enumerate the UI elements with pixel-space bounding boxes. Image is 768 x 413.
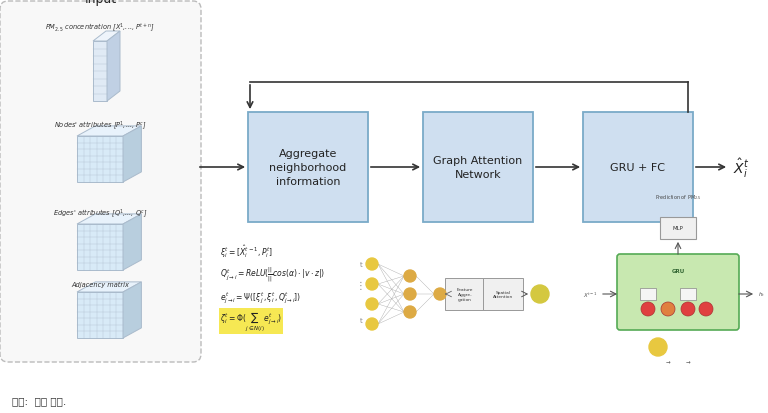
Text: GRU: GRU [671, 269, 684, 274]
Circle shape [681, 302, 695, 316]
Polygon shape [123, 126, 141, 183]
Polygon shape [77, 224, 123, 271]
Polygon shape [77, 292, 123, 338]
Text: Edges' attributes [Q$^1$,..., Q$^c$]: Edges' attributes [Q$^1$,..., Q$^c$] [53, 206, 147, 219]
Circle shape [404, 306, 416, 318]
Text: Feature
Aggre-
gation: Feature Aggre- gation [457, 288, 473, 301]
Polygon shape [123, 214, 141, 271]
Polygon shape [93, 42, 107, 102]
Text: MLP: MLP [673, 226, 684, 231]
Text: 자료:  저자 작성.: 자료: 저자 작성. [12, 395, 66, 405]
Text: Spatial
Attention: Spatial Attention [493, 290, 513, 299]
Text: $\hat{X}_i^t$: $\hat{X}_i^t$ [733, 156, 750, 179]
Text: ⋮: ⋮ [355, 280, 365, 290]
Text: $Q_{j\to i}^t = ReLU(\frac{||}{||}cos(\alpha)\cdot|v\cdot z|)$: $Q_{j\to i}^t = ReLU(\frac{||}{||}cos(\a… [220, 265, 325, 284]
Circle shape [641, 302, 655, 316]
Circle shape [404, 288, 416, 300]
Text: $e_{j\to i}^t = \Psi([\xi_j^t, \xi_i^t, Q_{j\to i}^t])$: $e_{j\to i}^t = \Psi([\xi_j^t, \xi_i^t, … [220, 290, 301, 305]
Text: Prediction of PM$_{2.5}$: Prediction of PM$_{2.5}$ [655, 192, 701, 202]
Circle shape [404, 271, 416, 282]
FancyBboxPatch shape [248, 113, 368, 223]
Text: t: t [360, 261, 362, 267]
Circle shape [649, 338, 667, 356]
Text: →: → [666, 358, 670, 363]
Circle shape [434, 288, 446, 300]
Polygon shape [123, 282, 141, 338]
FancyBboxPatch shape [660, 218, 696, 240]
Text: $\xi_i^t = [\hat{X}_i^{t-1}, P_i^t]$: $\xi_i^t = [\hat{X}_i^{t-1}, P_i^t]$ [220, 243, 273, 260]
FancyBboxPatch shape [617, 254, 739, 330]
Text: $X^{t-1}$: $X^{t-1}$ [583, 290, 598, 299]
FancyBboxPatch shape [583, 113, 693, 223]
Polygon shape [93, 32, 120, 42]
Polygon shape [107, 32, 120, 102]
Polygon shape [77, 126, 141, 137]
Text: Input: Input [84, 0, 117, 6]
Text: Graph Attention
Network: Graph Attention Network [433, 156, 523, 180]
Text: Adjacency matrix: Adjacency matrix [71, 281, 129, 287]
Circle shape [699, 302, 713, 316]
Circle shape [366, 259, 378, 271]
Text: PM$_{2.5}$ concentration [X$^1$,..., P$^{t+n}$]: PM$_{2.5}$ concentration [X$^1$,..., P$^… [45, 21, 154, 34]
Polygon shape [77, 214, 141, 224]
Text: →: → [686, 358, 690, 363]
FancyBboxPatch shape [0, 2, 201, 362]
FancyBboxPatch shape [423, 113, 533, 223]
Text: Nodes' attributes [P$^1$,..., P$^c$]: Nodes' attributes [P$^1$,..., P$^c$] [54, 119, 147, 132]
Circle shape [531, 285, 549, 303]
Text: GRU + FC: GRU + FC [611, 163, 666, 173]
Text: $h_t$: $h_t$ [758, 290, 765, 299]
Circle shape [366, 298, 378, 310]
Text: $\zeta_i^t = \Phi(\sum_{j\in N(i)} e_{j\to i}^t)$: $\zeta_i^t = \Phi(\sum_{j\in N(i)} e_{j\… [220, 310, 282, 332]
FancyBboxPatch shape [445, 278, 485, 310]
Circle shape [366, 318, 378, 330]
Text: t: t [360, 317, 362, 323]
FancyBboxPatch shape [680, 288, 696, 300]
FancyBboxPatch shape [483, 278, 523, 310]
Polygon shape [77, 282, 141, 292]
FancyBboxPatch shape [640, 288, 656, 300]
Circle shape [661, 302, 675, 316]
Text: Aggregate
neighborhood
information: Aggregate neighborhood information [270, 149, 346, 187]
Polygon shape [77, 137, 123, 183]
Circle shape [366, 278, 378, 290]
